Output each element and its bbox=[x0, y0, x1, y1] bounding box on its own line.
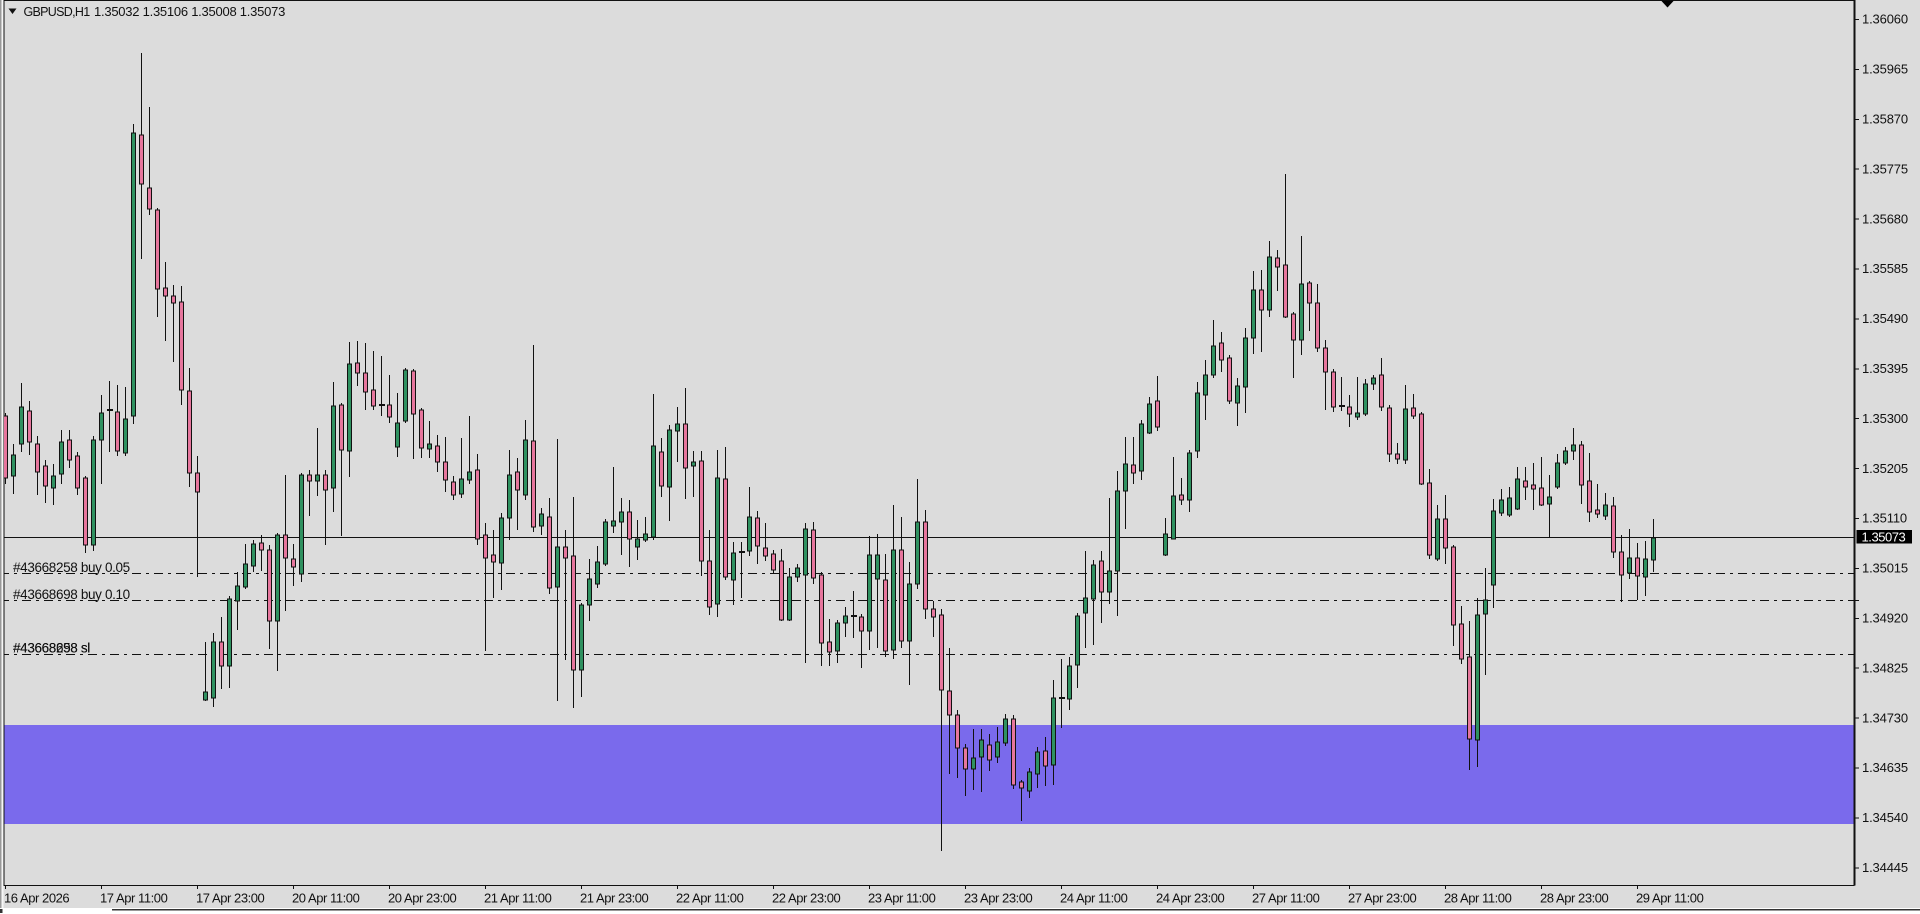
svg-text:1.35032 1.35106 1.35008 1.3507: 1.35032 1.35106 1.35008 1.35073 bbox=[94, 4, 285, 19]
svg-text:1.34920: 1.34920 bbox=[1862, 611, 1908, 626]
svg-text:GBPUSD,H1: GBPUSD,H1 bbox=[24, 5, 91, 19]
svg-text:#43668698 sl: #43668698 sl bbox=[13, 641, 90, 656]
svg-text:28 Apr 11:00: 28 Apr 11:00 bbox=[1444, 890, 1512, 905]
svg-text:1.34825: 1.34825 bbox=[1862, 660, 1908, 675]
svg-text:1.35205: 1.35205 bbox=[1862, 461, 1908, 476]
svg-text:#43668698 buy 0.10: #43668698 buy 0.10 bbox=[13, 587, 130, 602]
svg-text:1.34730: 1.34730 bbox=[1862, 710, 1908, 725]
svg-text:17 Apr 23:00: 17 Apr 23:00 bbox=[196, 890, 265, 905]
svg-text:1.35395: 1.35395 bbox=[1862, 361, 1908, 376]
svg-text:21 Apr 11:00: 21 Apr 11:00 bbox=[484, 890, 552, 905]
svg-text:24 Apr 23:00: 24 Apr 23:00 bbox=[1156, 890, 1225, 905]
svg-text:27 Apr 23:00: 27 Apr 23:00 bbox=[1348, 890, 1417, 905]
svg-text:1.35870: 1.35870 bbox=[1862, 112, 1908, 127]
svg-text:27 Apr 11:00: 27 Apr 11:00 bbox=[1252, 890, 1320, 905]
svg-text:22 Apr 23:00: 22 Apr 23:00 bbox=[772, 890, 841, 905]
svg-text:16 Apr 2026: 16 Apr 2026 bbox=[4, 890, 69, 905]
svg-text:1.35965: 1.35965 bbox=[1862, 62, 1908, 77]
svg-text:22 Apr 11:00: 22 Apr 11:00 bbox=[676, 890, 744, 905]
svg-text:1.35585: 1.35585 bbox=[1862, 261, 1908, 276]
svg-text:1.34445: 1.34445 bbox=[1862, 860, 1908, 875]
svg-text:1.34635: 1.34635 bbox=[1862, 760, 1908, 775]
svg-text:24 Apr 11:00: 24 Apr 11:00 bbox=[1060, 890, 1128, 905]
svg-text:1.35015: 1.35015 bbox=[1862, 561, 1908, 576]
svg-text:1.35073: 1.35073 bbox=[1862, 530, 1906, 545]
svg-text:1.35110: 1.35110 bbox=[1862, 511, 1907, 526]
svg-text:23 Apr 23:00: 23 Apr 23:00 bbox=[964, 890, 1033, 905]
svg-text:20 Apr 23:00: 20 Apr 23:00 bbox=[388, 890, 457, 905]
svg-text:17 Apr 11:00: 17 Apr 11:00 bbox=[100, 890, 168, 905]
svg-text:#43668258 buy 0.05: #43668258 buy 0.05 bbox=[13, 560, 130, 575]
svg-text:1.35490: 1.35490 bbox=[1862, 311, 1908, 326]
svg-text:1.35680: 1.35680 bbox=[1862, 211, 1908, 226]
svg-text:23 Apr 11:00: 23 Apr 11:00 bbox=[868, 890, 936, 905]
svg-text:29 Apr 11:00: 29 Apr 11:00 bbox=[1636, 890, 1704, 905]
svg-text:28 Apr 23:00: 28 Apr 23:00 bbox=[1540, 890, 1609, 905]
svg-text:20 Apr 11:00: 20 Apr 11:00 bbox=[292, 890, 360, 905]
svg-text:21 Apr 23:00: 21 Apr 23:00 bbox=[580, 890, 649, 905]
svg-text:1.36060: 1.36060 bbox=[1862, 12, 1908, 27]
svg-text:#43668258 sl: #43668258 sl bbox=[13, 641, 90, 656]
svg-text:1.35775: 1.35775 bbox=[1862, 161, 1908, 176]
svg-text:1.35300: 1.35300 bbox=[1862, 411, 1908, 426]
svg-text:1.34540: 1.34540 bbox=[1862, 810, 1908, 825]
